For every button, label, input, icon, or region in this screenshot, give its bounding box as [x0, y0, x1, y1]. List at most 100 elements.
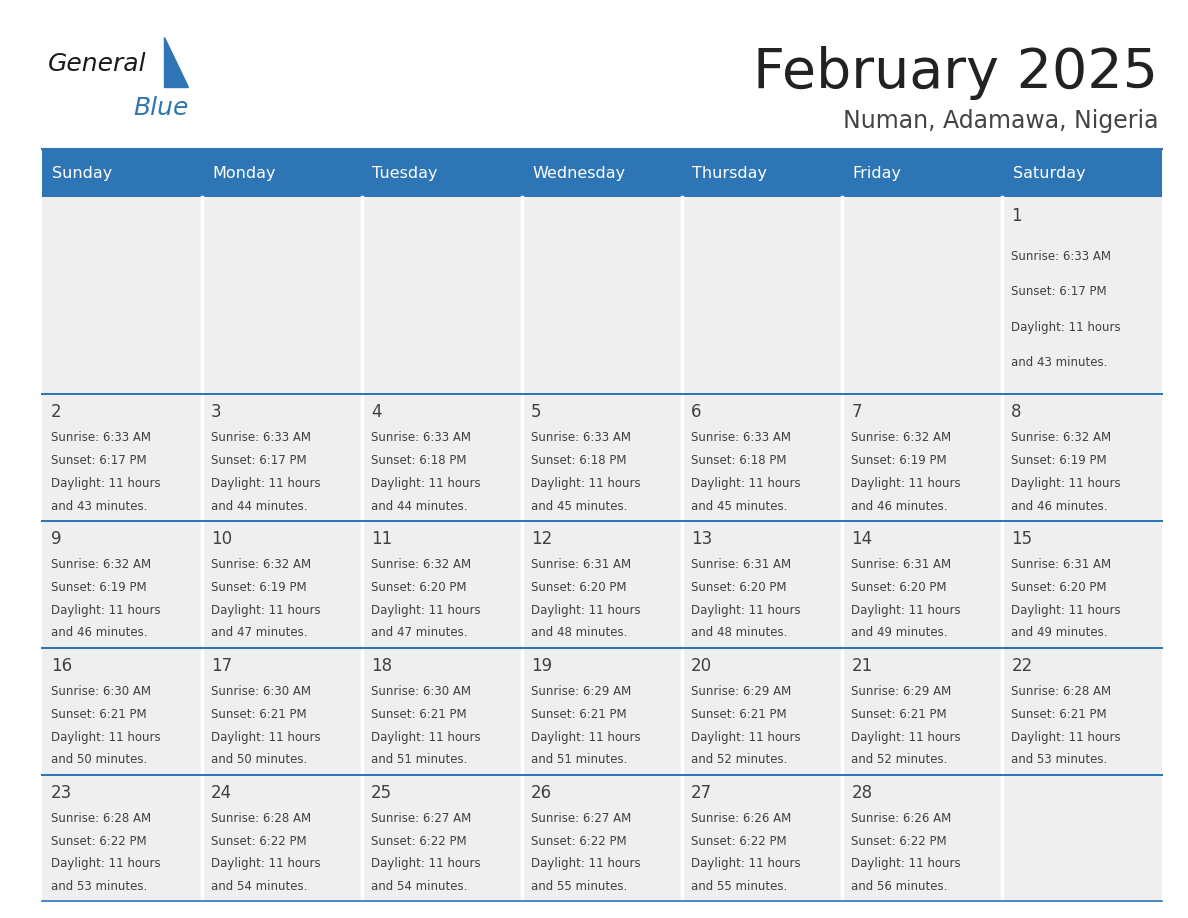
Bar: [842, 197, 1001, 394]
Text: Tuesday: Tuesday: [372, 165, 438, 181]
Text: Sunrise: 6:30 AM: Sunrise: 6:30 AM: [371, 685, 472, 698]
Text: and 45 minutes.: and 45 minutes.: [531, 499, 627, 512]
Bar: [842, 149, 1001, 197]
Bar: [682, 648, 842, 775]
Text: Daylight: 11 hours: Daylight: 11 hours: [51, 604, 160, 617]
Text: Sunrise: 6:33 AM: Sunrise: 6:33 AM: [51, 431, 151, 444]
Bar: [361, 149, 522, 197]
Text: 16: 16: [51, 657, 72, 675]
Text: Blue: Blue: [133, 96, 189, 120]
Bar: [522, 521, 682, 648]
Text: 3: 3: [211, 403, 222, 421]
Text: Sunset: 6:20 PM: Sunset: 6:20 PM: [852, 581, 947, 594]
Text: and 52 minutes.: and 52 minutes.: [852, 754, 948, 767]
Text: and 54 minutes.: and 54 minutes.: [371, 880, 468, 893]
Text: Daylight: 11 hours: Daylight: 11 hours: [1011, 476, 1121, 490]
Text: Sunset: 6:19 PM: Sunset: 6:19 PM: [51, 581, 146, 594]
Text: Sunrise: 6:29 AM: Sunrise: 6:29 AM: [531, 685, 632, 698]
Text: Daylight: 11 hours: Daylight: 11 hours: [211, 476, 321, 490]
Text: Daylight: 11 hours: Daylight: 11 hours: [371, 857, 481, 870]
Text: Daylight: 11 hours: Daylight: 11 hours: [852, 476, 961, 490]
Text: 1: 1: [1011, 207, 1022, 225]
Text: Sunset: 6:22 PM: Sunset: 6:22 PM: [51, 834, 146, 847]
Text: and 43 minutes.: and 43 minutes.: [1011, 356, 1107, 369]
Text: 18: 18: [371, 657, 392, 675]
Text: Sunset: 6:17 PM: Sunset: 6:17 PM: [211, 453, 307, 467]
Text: and 43 minutes.: and 43 minutes.: [51, 499, 147, 512]
Text: Sunrise: 6:31 AM: Sunrise: 6:31 AM: [1011, 558, 1112, 571]
Text: and 51 minutes.: and 51 minutes.: [531, 754, 627, 767]
Text: Daylight: 11 hours: Daylight: 11 hours: [211, 604, 321, 617]
Bar: [682, 197, 842, 394]
Text: Sunset: 6:17 PM: Sunset: 6:17 PM: [51, 453, 146, 467]
Text: Daylight: 11 hours: Daylight: 11 hours: [531, 604, 640, 617]
Bar: [202, 521, 361, 648]
Bar: [42, 149, 202, 197]
Text: 9: 9: [51, 530, 62, 548]
Text: 6: 6: [691, 403, 702, 421]
Text: Daylight: 11 hours: Daylight: 11 hours: [531, 857, 640, 870]
Text: Sunset: 6:21 PM: Sunset: 6:21 PM: [1011, 708, 1107, 721]
Text: 28: 28: [852, 784, 872, 801]
Text: 17: 17: [211, 657, 232, 675]
Text: Daylight: 11 hours: Daylight: 11 hours: [371, 731, 481, 744]
Text: Daylight: 11 hours: Daylight: 11 hours: [852, 731, 961, 744]
Text: Sunset: 6:21 PM: Sunset: 6:21 PM: [371, 708, 467, 721]
Text: Sunrise: 6:31 AM: Sunrise: 6:31 AM: [691, 558, 791, 571]
Text: and 47 minutes.: and 47 minutes.: [371, 626, 468, 640]
Bar: [842, 521, 1001, 648]
Text: Sunrise: 6:31 AM: Sunrise: 6:31 AM: [531, 558, 631, 571]
Text: and 55 minutes.: and 55 minutes.: [691, 880, 788, 893]
Bar: [42, 521, 202, 648]
Text: and 44 minutes.: and 44 minutes.: [211, 499, 308, 512]
Text: 4: 4: [371, 403, 381, 421]
Text: Sunrise: 6:30 AM: Sunrise: 6:30 AM: [51, 685, 151, 698]
Text: Sunset: 6:18 PM: Sunset: 6:18 PM: [371, 453, 467, 467]
Bar: [361, 394, 522, 521]
Text: and 46 minutes.: and 46 minutes.: [1011, 499, 1108, 512]
Bar: [682, 521, 842, 648]
Text: Daylight: 11 hours: Daylight: 11 hours: [211, 857, 321, 870]
Bar: [522, 197, 682, 394]
Bar: [1001, 149, 1162, 197]
Text: Sunrise: 6:31 AM: Sunrise: 6:31 AM: [852, 558, 952, 571]
Bar: [361, 775, 522, 901]
Text: and 56 minutes.: and 56 minutes.: [852, 880, 948, 893]
Text: Thursday: Thursday: [693, 165, 767, 181]
Text: 15: 15: [1011, 530, 1032, 548]
Text: and 46 minutes.: and 46 minutes.: [51, 626, 147, 640]
Text: Sunset: 6:22 PM: Sunset: 6:22 PM: [211, 834, 307, 847]
Text: 13: 13: [691, 530, 713, 548]
Text: and 51 minutes.: and 51 minutes.: [371, 754, 468, 767]
Text: Sunrise: 6:27 AM: Sunrise: 6:27 AM: [371, 812, 472, 824]
Text: Daylight: 11 hours: Daylight: 11 hours: [211, 731, 321, 744]
Bar: [522, 648, 682, 775]
Bar: [522, 149, 682, 197]
Text: Daylight: 11 hours: Daylight: 11 hours: [371, 476, 481, 490]
Text: Daylight: 11 hours: Daylight: 11 hours: [531, 731, 640, 744]
Text: Daylight: 11 hours: Daylight: 11 hours: [852, 857, 961, 870]
Text: Sunday: Sunday: [52, 165, 113, 181]
Text: Sunset: 6:22 PM: Sunset: 6:22 PM: [852, 834, 947, 847]
Text: and 54 minutes.: and 54 minutes.: [211, 880, 308, 893]
Text: Monday: Monday: [213, 165, 276, 181]
Text: Sunset: 6:20 PM: Sunset: 6:20 PM: [1011, 581, 1107, 594]
Text: 27: 27: [691, 784, 713, 801]
Bar: [522, 775, 682, 901]
Bar: [1001, 775, 1162, 901]
Text: Sunset: 6:18 PM: Sunset: 6:18 PM: [531, 453, 627, 467]
Text: Sunrise: 6:32 AM: Sunrise: 6:32 AM: [1011, 431, 1112, 444]
Text: 11: 11: [371, 530, 392, 548]
Text: Daylight: 11 hours: Daylight: 11 hours: [691, 476, 801, 490]
Text: 26: 26: [531, 784, 552, 801]
Bar: [682, 394, 842, 521]
Text: and 45 minutes.: and 45 minutes.: [691, 499, 788, 512]
Text: and 48 minutes.: and 48 minutes.: [691, 626, 788, 640]
Text: Sunset: 6:21 PM: Sunset: 6:21 PM: [531, 708, 627, 721]
Bar: [842, 648, 1001, 775]
Text: Sunset: 6:22 PM: Sunset: 6:22 PM: [691, 834, 786, 847]
Text: 2: 2: [51, 403, 62, 421]
Bar: [202, 775, 361, 901]
Bar: [522, 394, 682, 521]
Bar: [42, 648, 202, 775]
